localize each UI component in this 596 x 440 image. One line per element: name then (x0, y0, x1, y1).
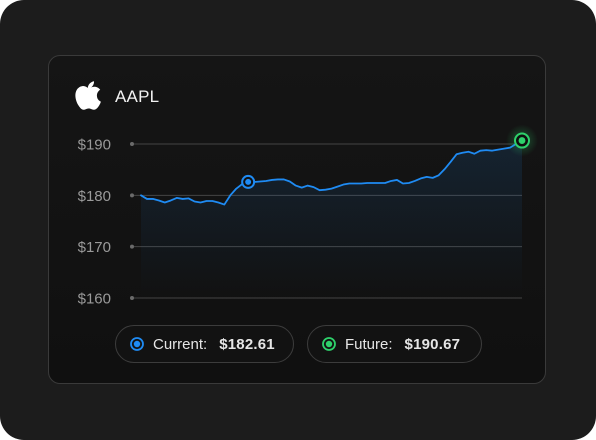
current-value: $182.61 (219, 335, 275, 353)
ticker-symbol: AAPL (115, 87, 160, 106)
future-marker-dot (518, 137, 526, 144)
tick-mark (130, 193, 134, 198)
y-tick-label: $170 (78, 239, 111, 256)
future-price-pill: Future: $190.67 (307, 325, 482, 363)
stock-card: AAPL $190 $180 $170 $160 Cu (48, 55, 546, 384)
price-area (141, 140, 522, 298)
future-label: Future: (345, 335, 393, 353)
y-tick-label: $160 (78, 291, 111, 308)
future-dot-icon (322, 337, 336, 351)
current-label: Current: (153, 335, 208, 353)
current-price-pill: Current: $182.61 (115, 325, 294, 363)
price-chart: $190 $180 $170 $160 (78, 124, 538, 308)
tick-mark (130, 244, 134, 249)
tick-mark (130, 142, 134, 146)
y-tick-label: $180 (78, 188, 111, 205)
price-line (140, 139, 523, 206)
tick-mark (130, 296, 134, 300)
current-marker-dot (245, 178, 252, 185)
y-tick-label: $190 (78, 137, 111, 154)
apple-logo-icon (75, 81, 101, 110)
future-value: $190.67 (404, 335, 461, 353)
current-dot-icon (130, 337, 144, 351)
